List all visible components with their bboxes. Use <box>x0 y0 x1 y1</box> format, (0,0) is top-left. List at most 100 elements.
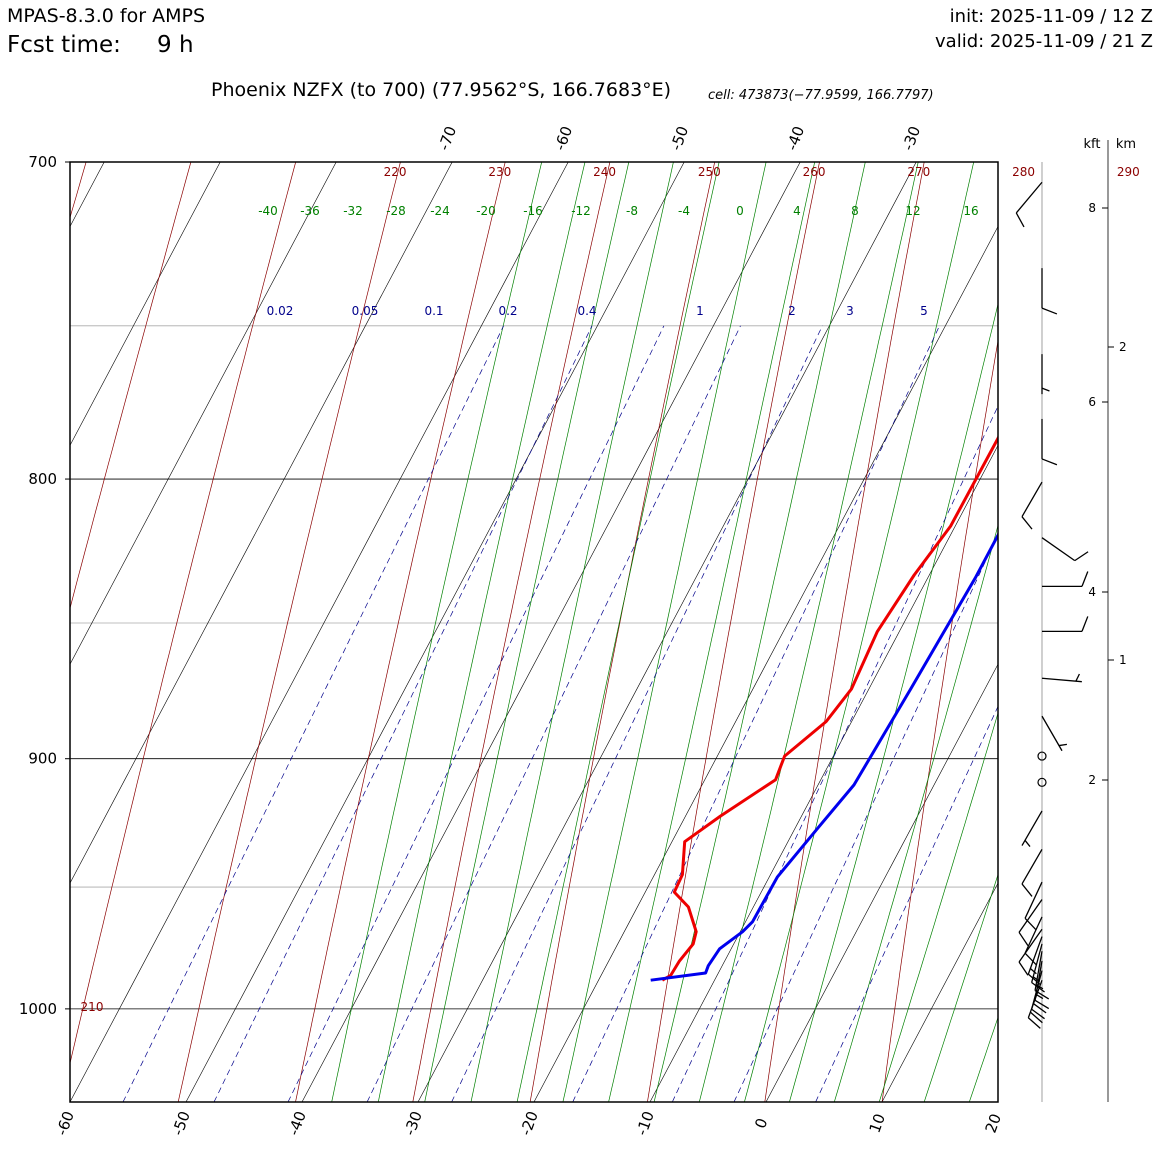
isotherm-line <box>70 162 453 884</box>
temperature-tick-label-bottom: -20 <box>517 1109 542 1138</box>
moist-adiabat-label: -12 <box>571 204 591 218</box>
wind-barb-feather <box>1015 212 1025 228</box>
isobar-lines <box>70 162 998 1010</box>
temperature-tick-label-top: -50 <box>667 124 692 153</box>
dry-adiabat-line <box>177 162 401 1102</box>
moist-adiabat-line <box>878 711 998 1102</box>
init-time: init: 2025-11-09 / 12 Z <box>950 6 1153 27</box>
wind-barb-feather <box>1031 981 1045 993</box>
valid-time: valid: 2025-11-09 / 21 Z <box>935 31 1153 52</box>
wind-barb-feather <box>1035 984 1044 990</box>
fcst-time-value: 9 h <box>157 32 194 58</box>
wind-barb-feather <box>1024 917 1037 931</box>
moist-adiabat-label: -40 <box>258 204 278 218</box>
wind-barb-feather <box>1035 993 1044 1000</box>
wind-barb-feather <box>1041 387 1050 392</box>
kft-tick-label: 2 <box>1088 773 1096 787</box>
mixing-ratio-lines <box>122 325 998 1102</box>
moist-adiabat-line <box>470 162 674 1102</box>
mixing-ratio-line <box>671 405 998 1102</box>
wind-barb-feather <box>1024 839 1031 847</box>
temperature-tick-label-bottom: 20 <box>982 1111 1005 1135</box>
wind-barb <box>1042 571 1089 588</box>
wind-barb-feather <box>1024 952 1037 966</box>
kft-label: kft <box>1084 137 1101 152</box>
moist-adiabat-label: -28 <box>386 204 406 218</box>
dewpoint-profile <box>650 531 998 982</box>
wind-barb-shaft <box>1018 899 1043 933</box>
wind-barb-feather <box>1031 1008 1045 1020</box>
moist-adiabat-label: -16 <box>523 204 543 218</box>
wind-barb <box>1041 418 1058 466</box>
wind-barb-feather <box>1029 968 1037 975</box>
wind-barb-feather <box>1021 516 1033 530</box>
wind-barb <box>1018 899 1043 946</box>
wind-barb-feather <box>1074 551 1089 562</box>
mixing-ratio-label: 0.05 <box>352 304 379 318</box>
wind-barb-shaft <box>1024 881 1043 919</box>
dry-adiabat-line <box>70 162 297 1065</box>
dry-adiabat-line <box>70 162 192 610</box>
wind-barb-calm <box>1037 751 1047 761</box>
dry-adiabat-line <box>412 162 611 1102</box>
wind-barb-shaft <box>1027 936 1043 975</box>
wind-barb-calm <box>1037 777 1047 787</box>
wind-barb-shaft <box>1018 928 1043 963</box>
mixing-ratio-label: 0.1 <box>424 304 443 318</box>
mixing-ratio-line <box>733 533 998 1102</box>
mixing-ratio-label: 5 <box>920 304 928 318</box>
wind-barb-feather <box>1027 973 1041 986</box>
pressure-tick-label: 1000 <box>19 1000 57 1018</box>
mixing-ratio-label: 2 <box>788 304 796 318</box>
dry-adiabat-label: 250 <box>698 165 721 179</box>
isotherm-line <box>881 882 998 1102</box>
moist-adiabat-line <box>377 162 586 1102</box>
km-tick-label: 2 <box>1119 340 1127 354</box>
temperature-tick-label-top: -30 <box>899 124 924 153</box>
wind-barb-shaft <box>1015 181 1043 214</box>
isotherm-line <box>301 162 801 1102</box>
moist-adiabats <box>331 162 998 1102</box>
moist-adiabat-label: 12 <box>905 204 920 218</box>
dry-adiabat-label: 270 <box>907 165 930 179</box>
temperature-profile <box>661 435 998 982</box>
wind-barb <box>1041 715 1068 752</box>
wind-barb <box>1021 481 1043 530</box>
dry-adiabat-label: 230 <box>488 165 511 179</box>
temperature-tick-label-top: -60 <box>551 124 576 153</box>
wind-barb-shaft <box>1031 943 1043 983</box>
temperature-tick-label-bottom: -50 <box>169 1109 194 1138</box>
dry-adiabat-line <box>529 162 716 1102</box>
moist-adiabat-line <box>923 873 998 1102</box>
moist-adiabat-label: -32 <box>343 204 363 218</box>
isotherm-line <box>70 162 337 665</box>
wind-barb-shaft <box>1041 715 1063 752</box>
moist-adiabat-label: -24 <box>430 204 450 218</box>
moist-adiabat-label: -36 <box>300 204 320 218</box>
mixing-ratio-label: 0.2 <box>498 304 517 318</box>
moist-adiabat-line <box>744 162 975 1102</box>
temperature-tick-label-bottom: -30 <box>401 1109 426 1138</box>
wind-barb <box>1024 916 1043 966</box>
wind-barb-shaft <box>1041 537 1076 562</box>
wind-barb <box>1041 354 1050 395</box>
background-line-labels: 210220230240250260270280290300-40-36-32-… <box>81 165 1140 1014</box>
mixing-ratio-line <box>572 325 940 1102</box>
dry-adiabat-line <box>764 162 925 1102</box>
isotherm-line <box>533 225 998 1102</box>
wind-barb-feather <box>1018 931 1029 946</box>
moist-adiabat-label: 16 <box>963 204 978 218</box>
moist-adiabat-label: -8 <box>626 204 638 218</box>
wind-barb <box>1031 943 1045 993</box>
moist-adiabat-label: -20 <box>476 204 496 218</box>
sounding-profiles <box>650 435 998 982</box>
mixing-ratio-line <box>122 325 504 1102</box>
mixing-ratio-label: 1 <box>696 304 704 318</box>
moist-adiabat-line <box>653 162 866 1102</box>
wind-barb-shaft <box>1041 677 1082 683</box>
height-axis: kft km 8 6 4 2 2 1 <box>1084 137 1136 1102</box>
moist-adiabat-line <box>331 162 543 1102</box>
isotherm-line <box>649 444 998 1102</box>
mixing-ratio-label: 0.02 <box>267 304 294 318</box>
